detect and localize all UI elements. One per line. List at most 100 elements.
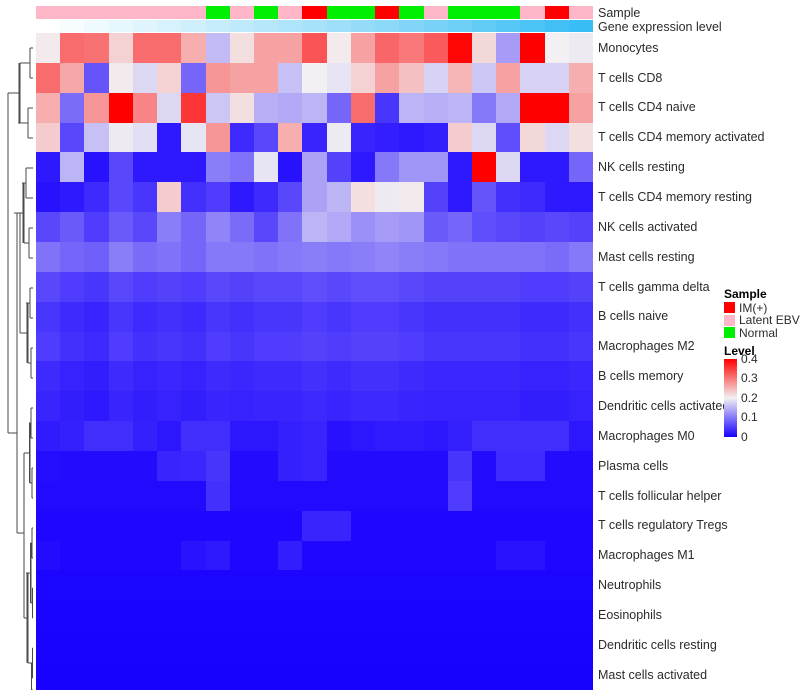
- heatmap-cell: [132, 510, 158, 541]
- heatmap-row: [36, 361, 594, 392]
- heatmap-cell: [157, 242, 182, 272]
- heatmap-cell: [84, 62, 109, 93]
- heatmap-cell: [157, 480, 182, 511]
- heatmap-cell: [568, 33, 594, 63]
- heatmap-row-label: Plasma cells: [598, 458, 669, 473]
- sample-annotation-cell: [326, 6, 351, 19]
- heatmap-cell: [132, 271, 158, 302]
- level-tick-label: 0.1: [741, 410, 758, 425]
- gene-expression-annotation-cell: [181, 20, 206, 32]
- gene-expression-annotation-cell: [496, 20, 521, 32]
- legend-swatch: [724, 302, 735, 314]
- heatmap-cell: [181, 391, 206, 422]
- heatmap-cell: [302, 92, 327, 123]
- level-tick-label: 0.3: [741, 371, 758, 386]
- heatmap-cell: [278, 391, 303, 422]
- heatmap-cell: [302, 391, 327, 422]
- heatmap-cell: [447, 122, 472, 153]
- heatmap-cell: [447, 242, 472, 272]
- level-tick-label: 0.2: [741, 390, 758, 405]
- heatmap-cell: [36, 660, 61, 690]
- heatmap-cell: [181, 62, 206, 93]
- heatmap-cell: [302, 182, 327, 213]
- heatmap-cell: [132, 600, 158, 631]
- heatmap-cell: [520, 510, 545, 541]
- level-colorbar-ticks: 0.4 0.3 0.2 0.1 0: [741, 353, 781, 443]
- gene-expression-annotation-cell: [350, 20, 376, 32]
- heatmap-cell: [568, 331, 594, 362]
- heatmap-cell: [157, 92, 182, 123]
- heatmap-cell: [36, 331, 61, 362]
- heatmap-cell: [471, 242, 497, 272]
- heatmap-cell: [471, 480, 497, 511]
- heatmap-cell: [60, 510, 85, 541]
- heatmap-cell: [36, 92, 61, 123]
- heatmap-cell: [520, 331, 545, 362]
- heatmap-row-label: Macrophages M1: [598, 548, 695, 563]
- heatmap-cell: [108, 630, 133, 661]
- sample-annotation-cell: [520, 6, 545, 19]
- heatmap-cell: [157, 182, 182, 213]
- heatmap-cell: [132, 331, 158, 362]
- heatmap-cell: [496, 271, 521, 302]
- heatmap-cell: [326, 421, 351, 452]
- heatmap-cell: [471, 182, 497, 213]
- heatmap-cell: [375, 451, 400, 481]
- heatmap-cell: [36, 271, 61, 302]
- heatmap-cell: [36, 62, 61, 93]
- heatmap-cell: [423, 421, 448, 452]
- heatmap-cell: [423, 570, 448, 601]
- sample-annotation-cell: [229, 6, 254, 19]
- heatmap-cell: [229, 421, 254, 452]
- heatmap-cell: [132, 570, 158, 601]
- heatmap-row: [36, 451, 594, 481]
- heatmap-cell: [447, 361, 472, 392]
- heatmap-cell: [36, 152, 61, 183]
- heatmap-cell: [36, 421, 61, 452]
- heatmap-cell: [447, 92, 472, 123]
- heatmap-cell: [496, 600, 521, 631]
- heatmap-cell: [157, 570, 182, 601]
- level-colorbar: [724, 358, 737, 437]
- heatmap-cell: [350, 510, 376, 541]
- heatmap-cell: [60, 62, 85, 93]
- heatmap-cell: [84, 391, 109, 422]
- heatmap-cell: [544, 361, 569, 392]
- sample-annotation-cell: [278, 6, 303, 19]
- heatmap-cell: [205, 271, 230, 302]
- heatmap-row: [36, 570, 594, 601]
- heatmap-cell: [496, 660, 521, 690]
- heatmap-cell: [520, 92, 545, 123]
- sample-legend-item: IM(+): [724, 302, 800, 315]
- heatmap-cell: [520, 33, 545, 63]
- heatmap-cell: [132, 540, 158, 571]
- heatmap-cell: [205, 540, 230, 571]
- heatmap-cell: [496, 92, 521, 123]
- heatmap-cell: [60, 630, 85, 661]
- heatmap-cell: [350, 660, 376, 690]
- heatmap-cell: [326, 480, 351, 511]
- heatmap-cell: [253, 62, 279, 93]
- heatmap-cell: [229, 33, 254, 63]
- heatmap-cell: [520, 480, 545, 511]
- heatmap-cell: [350, 570, 376, 601]
- heatmap-cell: [326, 271, 351, 302]
- heatmap-cell: [544, 510, 569, 541]
- heatmap-cell: [544, 660, 569, 690]
- heatmap-cell: [471, 570, 497, 601]
- heatmap-cell: [108, 122, 133, 153]
- heatmap-cell: [205, 600, 230, 631]
- heatmap-cell: [423, 152, 448, 183]
- heatmap-cell: [568, 600, 594, 631]
- heatmap-cell: [157, 630, 182, 661]
- heatmap-cell: [229, 600, 254, 631]
- heatmap-cell: [253, 242, 279, 272]
- heatmap-cell: [544, 480, 569, 511]
- level-tick-label: 0: [741, 429, 748, 444]
- heatmap-cell: [544, 122, 569, 153]
- heatmap-cell: [157, 62, 182, 93]
- heatmap-cell: [253, 600, 279, 631]
- heatmap-cell: [132, 301, 158, 332]
- heatmap-cell: [423, 62, 448, 93]
- heatmap-cell: [60, 92, 85, 123]
